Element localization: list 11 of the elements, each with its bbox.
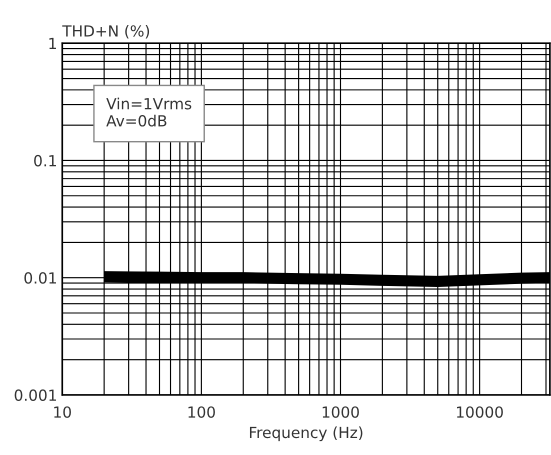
y-tick-label: 0.001 [14,389,56,401]
y-tick-label: 1 [49,38,56,50]
x-tick-label: 10000 [457,406,503,418]
x-axis-title: Frequency (Hz) [250,426,362,442]
x-tick-label: 1000 [322,406,359,418]
x-tick-label: 100 [188,406,215,418]
y-tick-label: 0.01 [24,272,56,284]
x-tick-label: 10 [54,406,71,418]
y-tick-label: 0.1 [34,154,56,166]
y-axis-title: THD+N (%) [62,24,150,39]
annotation: Vin=1Vrms Av=0dB [106,98,192,127]
